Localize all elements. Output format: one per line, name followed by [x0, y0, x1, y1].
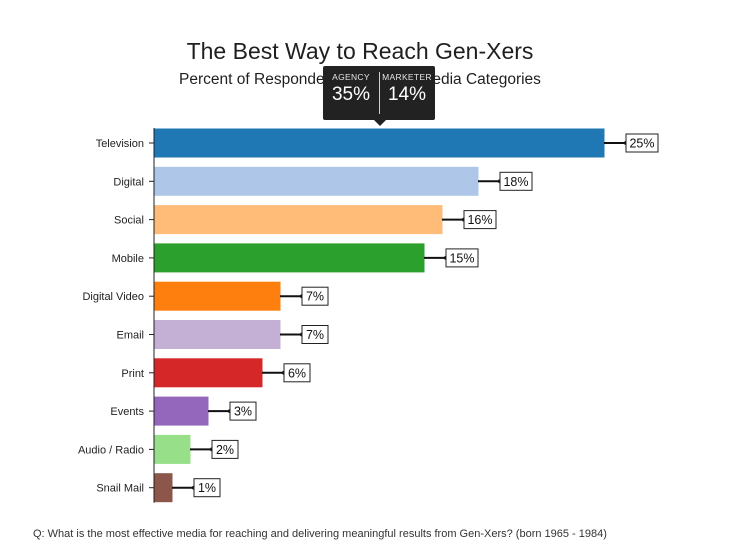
tooltip-marketer-value: 14%	[387, 84, 427, 105]
category-label-audio-radio: Audio / Radio	[78, 444, 144, 456]
category-label-print: Print	[121, 368, 144, 380]
value-label-digital: 18%	[503, 175, 528, 189]
category-label-digital: Digital	[113, 176, 144, 188]
value-label-snail-mail: 1%	[198, 481, 216, 495]
tooltip-arrow	[374, 120, 386, 126]
value-label-mobile: 15%	[449, 251, 474, 265]
bar-events	[154, 396, 209, 426]
value-label-box-snail-mail	[193, 478, 221, 498]
hover-tooltip: AGENCY 35% MARKETER 14%	[323, 66, 435, 126]
value-label-social: 16%	[467, 213, 492, 227]
value-label-email: 7%	[306, 328, 324, 342]
bar-audio-radio	[154, 434, 191, 464]
tooltip-marketer-label: MARKETER	[382, 72, 432, 82]
bar-digital-video	[154, 281, 281, 311]
tooltip-agency-value: 35%	[331, 84, 371, 105]
bar-mobile	[154, 243, 425, 273]
category-label-television: Television	[96, 138, 144, 150]
category-label-digital-video: Digital Video	[82, 291, 144, 303]
value-label-box-digital-video	[301, 286, 329, 306]
value-label-digital-video: 7%	[306, 290, 324, 304]
value-label-television: 25%	[629, 137, 654, 151]
category-label-mobile: Mobile	[112, 253, 144, 265]
tooltip-agency-label: AGENCY	[332, 72, 370, 82]
category-label-email: Email	[116, 330, 144, 342]
value-label-box-email	[301, 325, 329, 344]
tooltip-divider	[379, 72, 380, 114]
value-label-box-television	[625, 133, 659, 153]
value-label-box-digital	[499, 171, 533, 191]
value-label-box-social	[463, 210, 497, 230]
tooltip-marketer: MARKETER 14%	[379, 66, 435, 120]
footnote: Q: What is the most effective media for …	[33, 528, 607, 540]
value-label-box-print	[283, 363, 311, 383]
bar-print	[154, 358, 263, 388]
value-label-box-events	[229, 401, 257, 421]
value-label-box-audio-radio	[211, 439, 239, 459]
value-label-print: 6%	[288, 366, 306, 380]
category-label-events: Events	[110, 406, 144, 418]
bar-television	[154, 128, 605, 158]
category-label-snail-mail: Snail Mail	[96, 483, 144, 495]
value-label-box-mobile	[445, 248, 479, 268]
value-label-audio-radio: 2%	[216, 443, 234, 457]
bar-snail-mail	[154, 473, 173, 503]
bar-social	[154, 205, 443, 235]
tooltip-agency: AGENCY 35%	[323, 66, 379, 120]
category-label-social: Social	[114, 215, 144, 227]
chart-title: The Best Way to Reach Gen-Xers	[186, 38, 534, 64]
value-label-events: 3%	[234, 405, 252, 419]
bar-email	[154, 320, 281, 349]
bar-digital	[154, 166, 479, 196]
